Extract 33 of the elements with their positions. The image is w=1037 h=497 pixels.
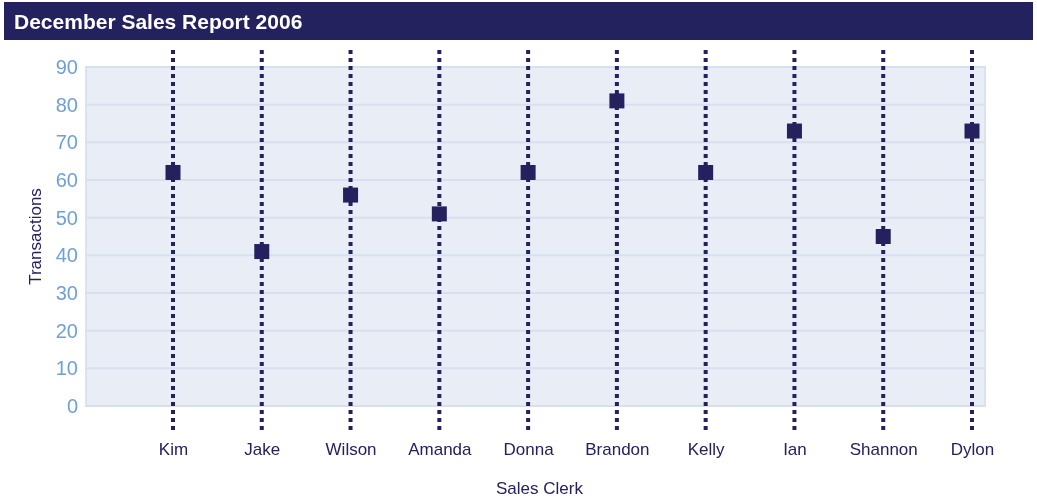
y-tick-label: 10 xyxy=(55,357,78,380)
y-tick-label: 80 xyxy=(55,93,78,116)
x-tick-label: Dylon xyxy=(950,440,995,460)
point xyxy=(964,123,980,139)
y-tick-label: 50 xyxy=(55,206,78,229)
y-axis-title: Transactions xyxy=(26,188,45,285)
chart-title: December Sales Report 2006 xyxy=(14,10,303,33)
point xyxy=(609,93,625,109)
y-tick-label: 60 xyxy=(55,168,78,191)
y-tick-label: 70 xyxy=(55,131,78,154)
point xyxy=(520,164,536,180)
point xyxy=(431,206,447,222)
point xyxy=(875,229,891,244)
y-tick-label: 90 xyxy=(55,55,78,78)
point xyxy=(165,164,181,180)
x-tick-label: Wilson xyxy=(325,440,377,460)
x-tick-label: Kim xyxy=(158,440,189,460)
point xyxy=(786,123,802,139)
x-tick-label: Kelly xyxy=(687,440,726,460)
x-tick-label: Donna xyxy=(503,440,555,460)
y-tick-label: 40 xyxy=(55,244,78,267)
x-tick-label: Jake xyxy=(244,440,281,460)
point xyxy=(698,164,714,180)
y-tick-label: 30 xyxy=(55,281,78,304)
x-tick-label: Ian xyxy=(783,440,807,460)
point xyxy=(254,244,270,260)
y-tick-label: 0 xyxy=(66,394,78,417)
point xyxy=(343,187,359,203)
x-tick-label: Amanda xyxy=(408,440,473,460)
x-axis-title: Sales Clerk xyxy=(496,479,584,497)
y-tick-label: 20 xyxy=(55,319,78,342)
x-tick-label: Shannon xyxy=(849,440,918,460)
x-tick-label: Brandon xyxy=(585,440,650,460)
